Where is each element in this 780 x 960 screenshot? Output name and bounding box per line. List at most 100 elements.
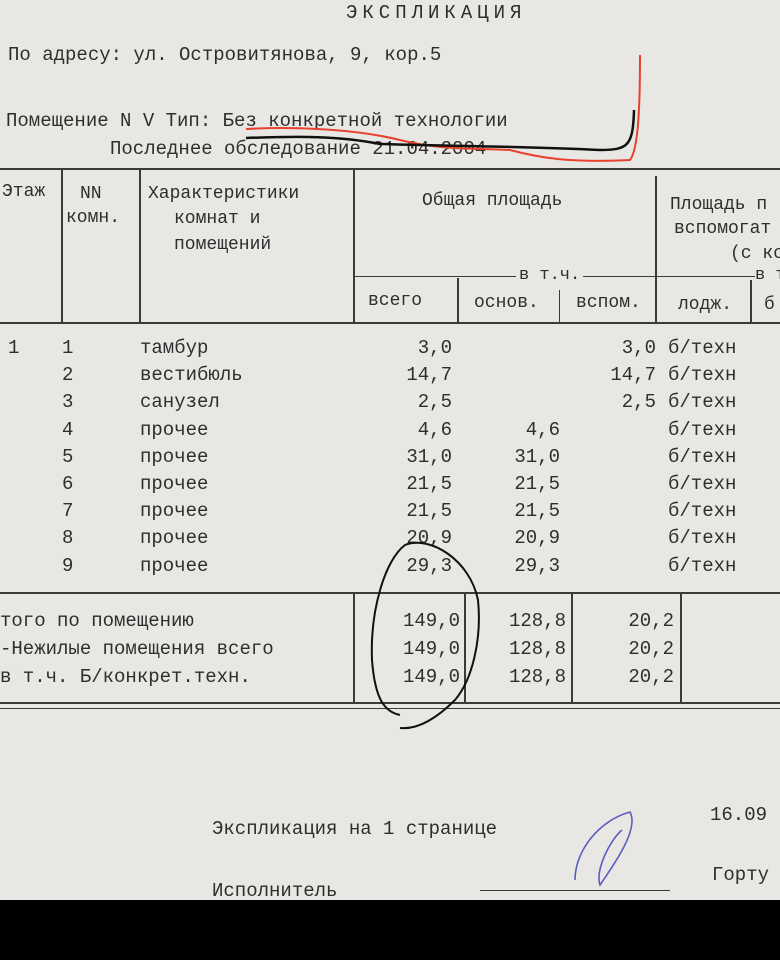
header-aux-area-1: Площадь п (670, 195, 768, 215)
totals-top-line (0, 592, 780, 594)
room-type: б/техн (668, 527, 737, 550)
header-char-3: помещений (174, 235, 272, 255)
room-main-area: 31,0 (514, 445, 560, 468)
floor-value: 1 (8, 337, 20, 359)
header-room-no-1: NN (80, 184, 102, 204)
room-type: б/техн (668, 391, 737, 414)
header-aux-area-2: вспомогат (674, 219, 772, 239)
header-floor: Этаж (2, 182, 46, 202)
divider (139, 168, 141, 324)
room-total-area: 21,5 (406, 473, 452, 495)
totals-main: 128,8 (508, 610, 566, 632)
room-aux-area: 2,5 (621, 391, 656, 414)
footer-date: 16.09 (710, 804, 768, 826)
totals-bottom-line (0, 702, 780, 704)
divider (464, 594, 466, 702)
header-char-2: комнат и (174, 209, 261, 229)
divider (559, 290, 560, 324)
room-number: 1 (62, 337, 74, 359)
room-main-area: 21,5 (514, 473, 560, 495)
divider (571, 594, 573, 702)
header-main: основ. (474, 293, 539, 313)
header-char-1: Характеристики (148, 184, 300, 204)
room-main-area: 4,6 (525, 418, 560, 441)
header-total-area: Общая площадь (422, 191, 563, 211)
room-main-area: 29,3 (514, 554, 560, 577)
room-name: тамбур (140, 337, 209, 359)
header-loggia: лодж. (678, 295, 733, 315)
room-total-area: 31,0 (406, 445, 452, 468)
totals-total: 149,0 (402, 610, 460, 632)
header-room-no-2: комн. (66, 208, 121, 228)
room-total-area: 14,7 (406, 364, 452, 387)
room-name: санузел (140, 391, 220, 414)
divider (457, 278, 459, 324)
totals-main: 128,8 (508, 666, 566, 688)
bottom-black-band (0, 900, 780, 960)
totals-label: -Нежилые помещения всего (0, 638, 274, 660)
divider (750, 280, 752, 324)
room-total-area: 3,0 (417, 337, 452, 359)
room-name: прочее (140, 445, 209, 468)
room-number: 3 (62, 391, 74, 414)
room-name: прочее (140, 473, 209, 495)
header-total: всего (368, 291, 423, 311)
room-number: 9 (62, 554, 74, 577)
room-total-area: 20,9 (406, 527, 452, 550)
executor-label: Исполнитель (212, 880, 338, 902)
totals-main: 128,8 (508, 638, 566, 660)
room-number: 5 (62, 445, 74, 468)
divider (353, 594, 355, 702)
header-incl2: в т (755, 265, 780, 287)
black-underline-mark (245, 109, 636, 152)
totals-label: того по помещению (0, 610, 194, 632)
header-b: б (764, 295, 775, 315)
room-name: прочее (140, 527, 209, 550)
header-incl: в т.ч. (516, 265, 584, 287)
room-type: б/техн (668, 445, 737, 468)
room-name: прочее (140, 418, 209, 441)
totals-label: в т.ч. Б/конкрет.техн. (0, 666, 251, 688)
black-circle-mark (370, 541, 480, 730)
room-type: б/техн (668, 554, 737, 577)
room-number: 6 (62, 473, 74, 495)
divider (680, 594, 682, 702)
totals-aux: 20,2 (628, 666, 674, 688)
room-total-area: 29,3 (406, 554, 452, 577)
room-main-area: 20,9 (514, 527, 560, 550)
room-number: 8 (62, 527, 74, 550)
totals-total: 149,0 (402, 638, 460, 660)
divider (353, 170, 355, 324)
header-aux: вспом. (576, 293, 641, 313)
divider (655, 176, 657, 324)
red-underline-mark (245, 54, 641, 162)
room-number: 7 (62, 500, 74, 523)
room-type: б/техн (668, 364, 737, 387)
totals-aux: 20,2 (628, 610, 674, 632)
room-type: б/техн (668, 418, 737, 441)
room-aux-area: 14,7 (610, 364, 656, 387)
address: По адресу: ул. Островитянова, 9, кор.5 (8, 44, 442, 66)
room-type: б/техн (668, 473, 737, 495)
room-name: прочее (140, 500, 209, 523)
room-total-area: 21,5 (406, 500, 452, 523)
room-total-area: 2,5 (417, 391, 452, 414)
totals-double-line (0, 708, 780, 709)
totals-aux: 20,2 (628, 638, 674, 660)
room-name: прочее (140, 554, 209, 577)
room-type: б/техн (668, 337, 737, 359)
table-top-line (0, 168, 780, 170)
pages-note: Экспликация на 1 странице (212, 818, 498, 840)
room-type: б/техн (668, 500, 737, 523)
executor-name: Горту (712, 864, 770, 886)
signature (574, 811, 633, 887)
premise-type: Помещение N V Тип: Без конкретной технол… (6, 110, 508, 132)
room-aux-area: 3,0 (621, 337, 656, 359)
header-bottom-line (0, 322, 780, 324)
signature-line (480, 890, 670, 891)
room-number: 2 (62, 364, 74, 387)
document-title: ЭКСПЛИКАЦИЯ (346, 2, 527, 24)
divider (61, 168, 63, 324)
room-main-area: 21,5 (514, 500, 560, 523)
